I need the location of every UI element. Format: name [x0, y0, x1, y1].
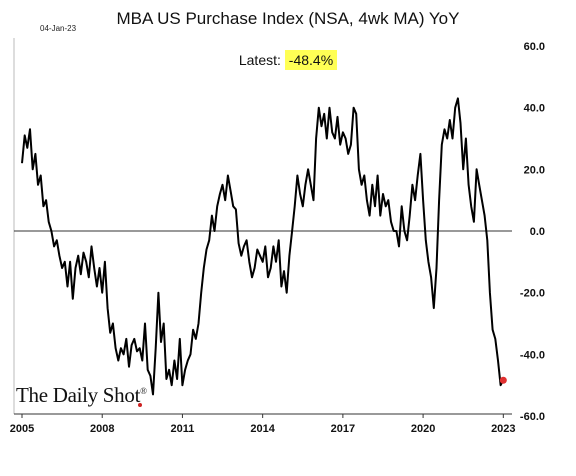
x-tick-label: 2020	[411, 423, 435, 435]
y-tick-label: -20.0	[520, 288, 545, 300]
latest-point	[499, 376, 507, 384]
x-tick-label: 2008	[90, 423, 114, 435]
y-tick-label: -60.0	[520, 411, 545, 423]
logo-dot	[138, 403, 142, 407]
x-tick-label: 2017	[331, 423, 355, 435]
logo-text: The Daily Shot	[16, 383, 141, 407]
latest-annotation: Latest: -48.4%	[0, 50, 576, 70]
date-stamp: 04-Jan-23	[40, 24, 77, 33]
brand-logo: The Daily Shot®	[16, 383, 147, 408]
chart-title: MBA US Purchase Index (NSA, 4wk MA) YoY	[116, 9, 460, 28]
y-tick-label: 60.0	[524, 41, 545, 53]
logo-mark: ®	[140, 386, 147, 396]
x-tick-label: 2011	[171, 423, 195, 435]
y-tick-label: 0.0	[530, 226, 545, 238]
x-tick-label: 2023	[491, 423, 515, 435]
latest-label: Latest:	[238, 52, 281, 68]
y-tick-label: 40.0	[524, 103, 545, 115]
latest-value: -48.4%	[284, 50, 338, 70]
y-tick-label: -40.0	[520, 349, 545, 361]
series-line	[21, 97, 505, 396]
x-tick-label: 2005	[10, 423, 34, 435]
x-tick-label: 2014	[250, 423, 275, 435]
y-tick-label: 20.0	[524, 164, 545, 176]
